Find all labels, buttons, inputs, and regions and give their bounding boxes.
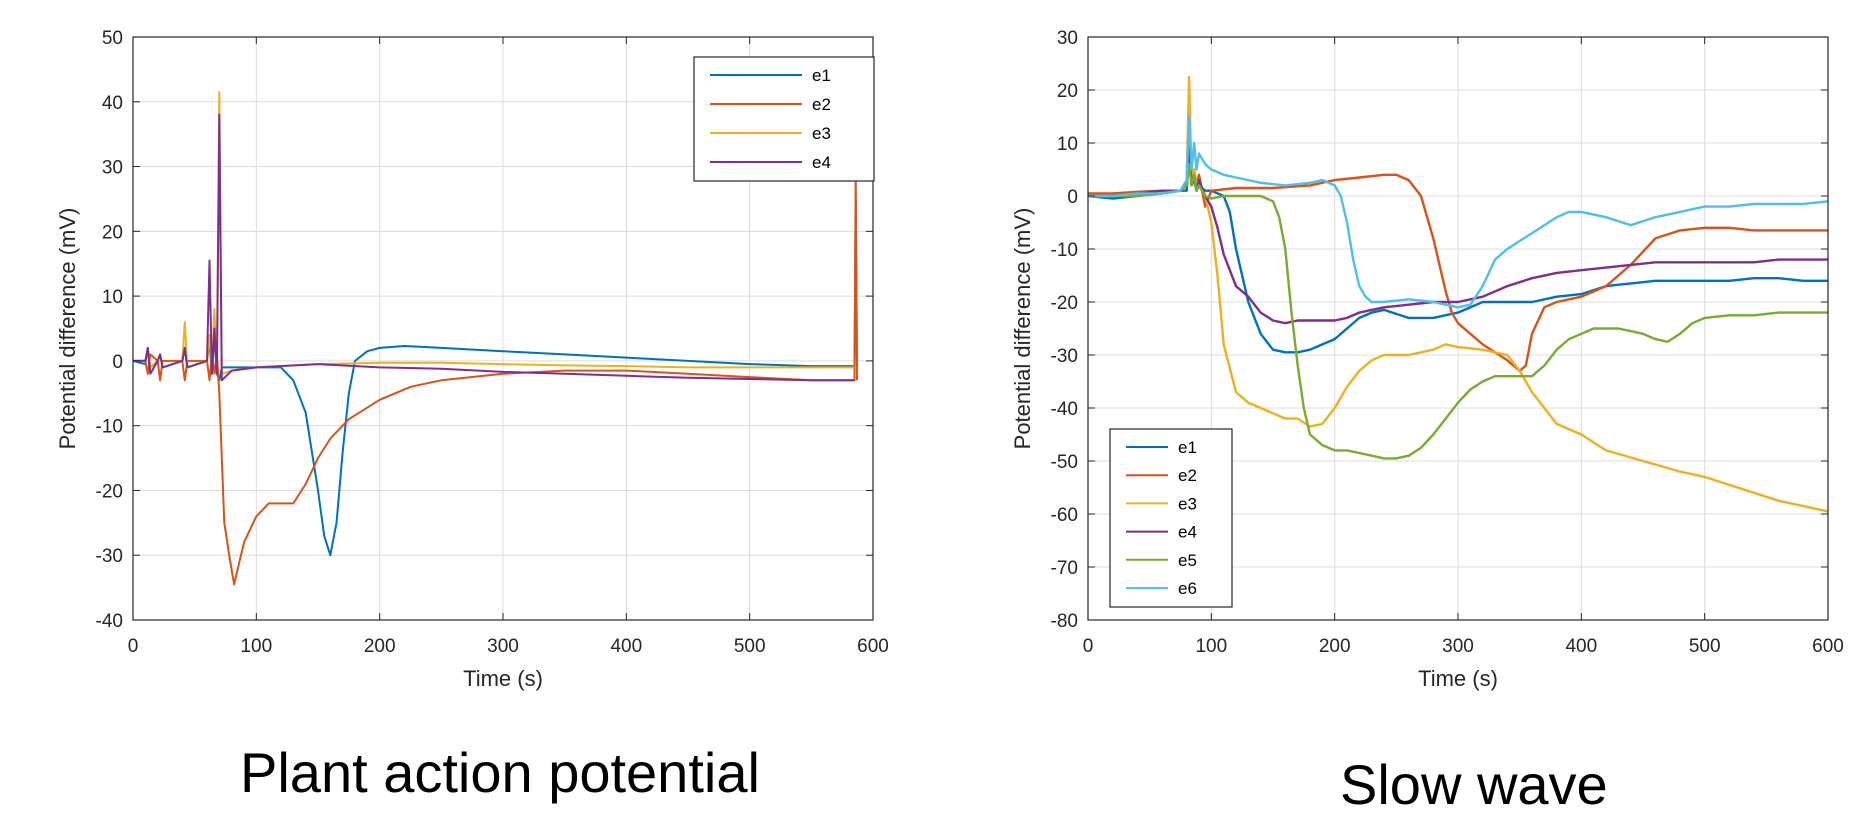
legend-box [693, 56, 875, 182]
y-tick-label: 10 [1057, 134, 1078, 155]
y-tick-label: 20 [102, 222, 123, 243]
legend: e1 e2 e3 e4 [693, 56, 875, 182]
legend-label-e3: e3 [812, 124, 831, 143]
legend-label-e2: e2 [812, 95, 831, 114]
x-tick-label: 500 [1689, 636, 1721, 657]
y-tick-label: 20 [1057, 81, 1078, 102]
x-tick-label: 300 [487, 636, 519, 657]
caption-plant-action-potential: Plant action potential [240, 741, 760, 804]
x-tick-label: 400 [610, 636, 642, 657]
x-tick-label: 300 [1442, 636, 1474, 657]
x-tick-label: 100 [1195, 636, 1227, 657]
y-tick-label: -50 [1051, 452, 1078, 473]
series-line-e2 [133, 172, 858, 586]
caption-slow-wave: Slow wave [1340, 753, 1608, 816]
y-tick-label: -70 [1051, 558, 1078, 579]
x-tick-label: 200 [364, 636, 396, 657]
y-axis-label: Potential difference (mV) [1010, 208, 1035, 450]
y-tick-label: 10 [102, 287, 123, 308]
x-tick-label: 0 [128, 636, 139, 657]
legend-label-e6: e6 [1178, 579, 1197, 598]
y-axis-label: Potential difference (mV) [55, 208, 80, 450]
legend: e1 e2 e3 e4 e5 e6 [1109, 428, 1233, 608]
legend-label-e2: e2 [1178, 466, 1197, 485]
x-tick-label: 200 [1319, 636, 1351, 657]
y-tick-label: -10 [96, 417, 123, 438]
y-tick-label: 0 [112, 352, 123, 373]
y-tick-label: -40 [1051, 399, 1078, 420]
x-tick-label: 600 [857, 636, 889, 657]
legend-label-e1: e1 [812, 66, 831, 85]
y-tick-label: 40 [102, 93, 123, 114]
y-tick-label: -80 [1051, 611, 1078, 632]
legend-box [1109, 428, 1233, 608]
y-tick-label: 30 [102, 158, 123, 179]
legend-label-e3: e3 [1178, 494, 1197, 513]
y-tick-label: -30 [1051, 346, 1078, 367]
chart-1: 0 100 200 300 400 500 600 -40 -30 -20 -10 0 10 20 30 40… [55, 28, 889, 691]
chart-2: 0 100 200 300 400 500 600-80-70-60-50-40-30-20… [1010, 28, 1844, 691]
x-tick-label: 400 [1565, 636, 1597, 657]
x-tick-label: 0 [1083, 636, 1094, 657]
series-line-e6 [1088, 115, 1828, 309]
x-tick-label: 600 [1812, 636, 1844, 657]
series-line-e5 [1088, 162, 1828, 460]
x-tick-label: 500 [734, 636, 766, 657]
x-axis-label: Time (s) [463, 666, 543, 691]
x-axis-label: Time (s) [1418, 666, 1498, 691]
legend-label-e4: e4 [812, 153, 831, 172]
y-tick-label: -10 [1051, 240, 1078, 261]
y-tick-label: 50 [102, 28, 123, 49]
y-tick-label: -60 [1051, 505, 1078, 526]
legend-label-e1: e1 [1178, 438, 1197, 457]
y-tick-label: -30 [96, 546, 123, 567]
y-tick-label: -20 [1051, 293, 1078, 314]
series-line-e4 [133, 113, 855, 382]
y-tick-label: 30 [1057, 28, 1078, 49]
x-tick-label: 100 [240, 636, 272, 657]
y-tick-label: 0 [1067, 187, 1078, 208]
y-tick-label: -40 [96, 611, 123, 632]
legend-label-e4: e4 [1178, 523, 1197, 542]
legend-label-e5: e5 [1178, 551, 1197, 570]
y-tick-label: -20 [96, 481, 123, 502]
